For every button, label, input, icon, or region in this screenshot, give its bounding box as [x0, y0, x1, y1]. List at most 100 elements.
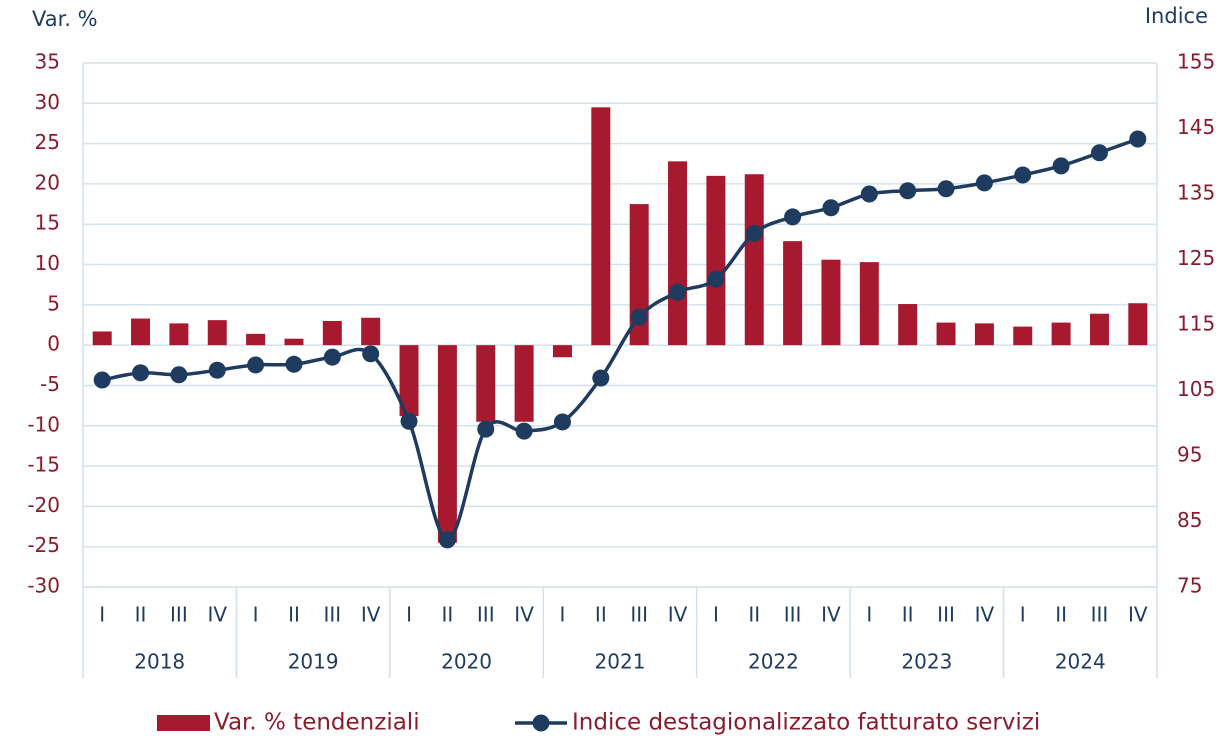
marker [630, 308, 648, 326]
x-tick-label: III [937, 603, 955, 627]
x-tick-label: III [170, 603, 188, 627]
x-tick-label: I [253, 603, 259, 627]
bar [629, 204, 649, 346]
group-label: 2023 [901, 650, 952, 674]
legend-marker [532, 714, 550, 732]
bar [821, 259, 841, 346]
bar [1051, 322, 1071, 346]
x-tick-label: IV [207, 603, 227, 627]
legend-label: Var. % tendenziali [214, 710, 420, 736]
x-tick-label: I [99, 603, 105, 627]
bar [1013, 326, 1033, 346]
group-label: 2024 [1055, 650, 1106, 674]
marker [669, 283, 687, 301]
marker [208, 361, 226, 379]
marker [860, 185, 878, 203]
x-tick-label: I [560, 603, 566, 627]
bar [169, 323, 189, 346]
y2-axis-title: Indice [1145, 4, 1208, 28]
marker [592, 369, 610, 387]
y2-tick-label: 135 [1177, 181, 1215, 205]
y-tick-label: -30 [27, 574, 60, 598]
marker [937, 180, 955, 198]
y2-tick-label: 85 [1177, 508, 1202, 532]
marker [515, 422, 533, 440]
marker [822, 199, 840, 217]
bar [898, 304, 918, 346]
bar [552, 345, 572, 358]
legend-label: Indice destagionalizzato fatturato servi… [572, 710, 1040, 736]
x-tick-label: IV [514, 603, 534, 627]
y2-tick-label: 95 [1177, 443, 1202, 467]
x-tick-label: II [595, 603, 607, 627]
group-label: 2020 [441, 650, 492, 674]
bar [92, 331, 112, 346]
marker [1014, 166, 1032, 184]
marker [1090, 144, 1108, 162]
y2-tick-label: 145 [1177, 115, 1215, 139]
y-axis-title: Var. % [32, 7, 98, 31]
x-tick-label: IV [975, 603, 995, 627]
y-tick-label: 30 [35, 90, 60, 114]
x-tick-label: IV [821, 603, 841, 627]
bar [131, 318, 151, 346]
bar [706, 175, 726, 346]
x-tick-label: IV [361, 603, 381, 627]
bar [476, 345, 496, 422]
y-tick-label: -20 [27, 493, 60, 517]
x-tick-label: IV [668, 603, 688, 627]
x-tick-label: III [784, 603, 802, 627]
y2-tick-label: 115 [1177, 312, 1215, 336]
x-tick-label: III [630, 603, 648, 627]
y-tick-label: 20 [35, 170, 60, 194]
marker [400, 412, 418, 430]
bar [284, 338, 304, 346]
bar [859, 262, 879, 346]
marker [1052, 157, 1070, 175]
x-tick-label: III [477, 603, 495, 627]
bar [591, 107, 611, 346]
legend-swatch [157, 715, 210, 731]
x-tick-label: II [441, 603, 453, 627]
x-tick-label: II [135, 603, 147, 627]
marker [553, 413, 571, 431]
bar [783, 241, 803, 346]
group-label: 2019 [288, 650, 339, 674]
y-tick-label: -15 [27, 453, 60, 477]
bar [668, 161, 688, 346]
marker [132, 364, 150, 382]
bar [361, 317, 381, 346]
x-tick-label: III [1091, 603, 1109, 627]
x-tick-label: II [1055, 603, 1067, 627]
y-tick-label: 10 [35, 251, 60, 275]
marker [477, 420, 495, 438]
marker [170, 366, 188, 384]
group-label: 2021 [595, 650, 646, 674]
y-tick-label: 5 [47, 291, 60, 315]
y2-tick-label: 75 [1177, 574, 1202, 598]
marker [745, 224, 763, 242]
x-tick-label: I [1020, 603, 1026, 627]
bar [207, 320, 227, 346]
y-tick-label: 35 [35, 50, 60, 74]
x-tick-label: I [866, 603, 872, 627]
x-tick-label: II [902, 603, 914, 627]
x-tick-label: II [748, 603, 760, 627]
bar [514, 345, 534, 422]
bar [322, 320, 342, 346]
x-tick-label: I [713, 603, 719, 627]
marker [1129, 130, 1147, 148]
marker [362, 345, 380, 363]
x-tick-label: I [406, 603, 412, 627]
bar [974, 323, 994, 346]
y2-tick-label: 105 [1177, 377, 1215, 401]
y2-tick-label: 155 [1177, 50, 1215, 74]
bar [1089, 313, 1109, 346]
marker [438, 531, 456, 549]
marker [899, 182, 917, 200]
x-tick-label: II [288, 603, 300, 627]
y-tick-label: -10 [27, 412, 60, 436]
marker [707, 270, 725, 288]
marker [93, 371, 111, 389]
